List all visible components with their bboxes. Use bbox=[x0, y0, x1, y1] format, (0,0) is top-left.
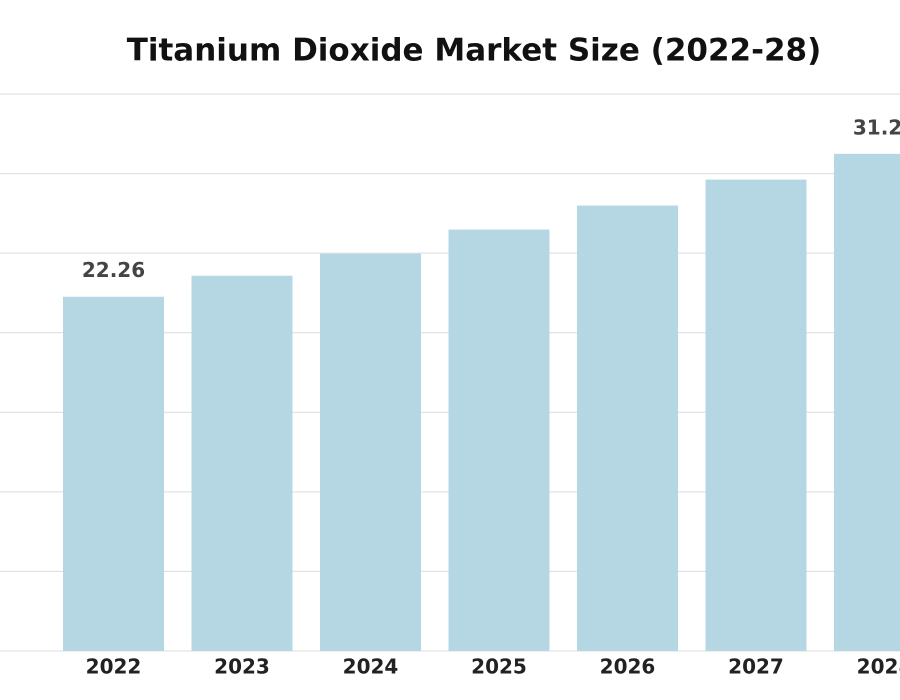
x-tick-label: 2024 bbox=[343, 655, 399, 679]
x-tick-label: 2027 bbox=[728, 655, 784, 679]
bar bbox=[834, 153, 900, 651]
x-tick-label: 2022 bbox=[86, 655, 142, 679]
data-label: 31.24 bbox=[853, 115, 900, 139]
bar bbox=[448, 229, 550, 651]
bar bbox=[705, 179, 807, 652]
bar bbox=[191, 275, 293, 651]
x-tick-label: 2028 bbox=[857, 655, 900, 679]
bar bbox=[577, 205, 678, 651]
bar bbox=[320, 253, 421, 651]
x-tick-label: 2023 bbox=[214, 655, 270, 679]
bar bbox=[63, 296, 164, 651]
x-tick-label: 2026 bbox=[600, 655, 656, 679]
chart-title: Titanium Dioxide Market Size (2022-28) bbox=[127, 33, 822, 69]
data-label: 22.26 bbox=[82, 258, 145, 282]
x-tick-label: 2025 bbox=[471, 655, 527, 679]
